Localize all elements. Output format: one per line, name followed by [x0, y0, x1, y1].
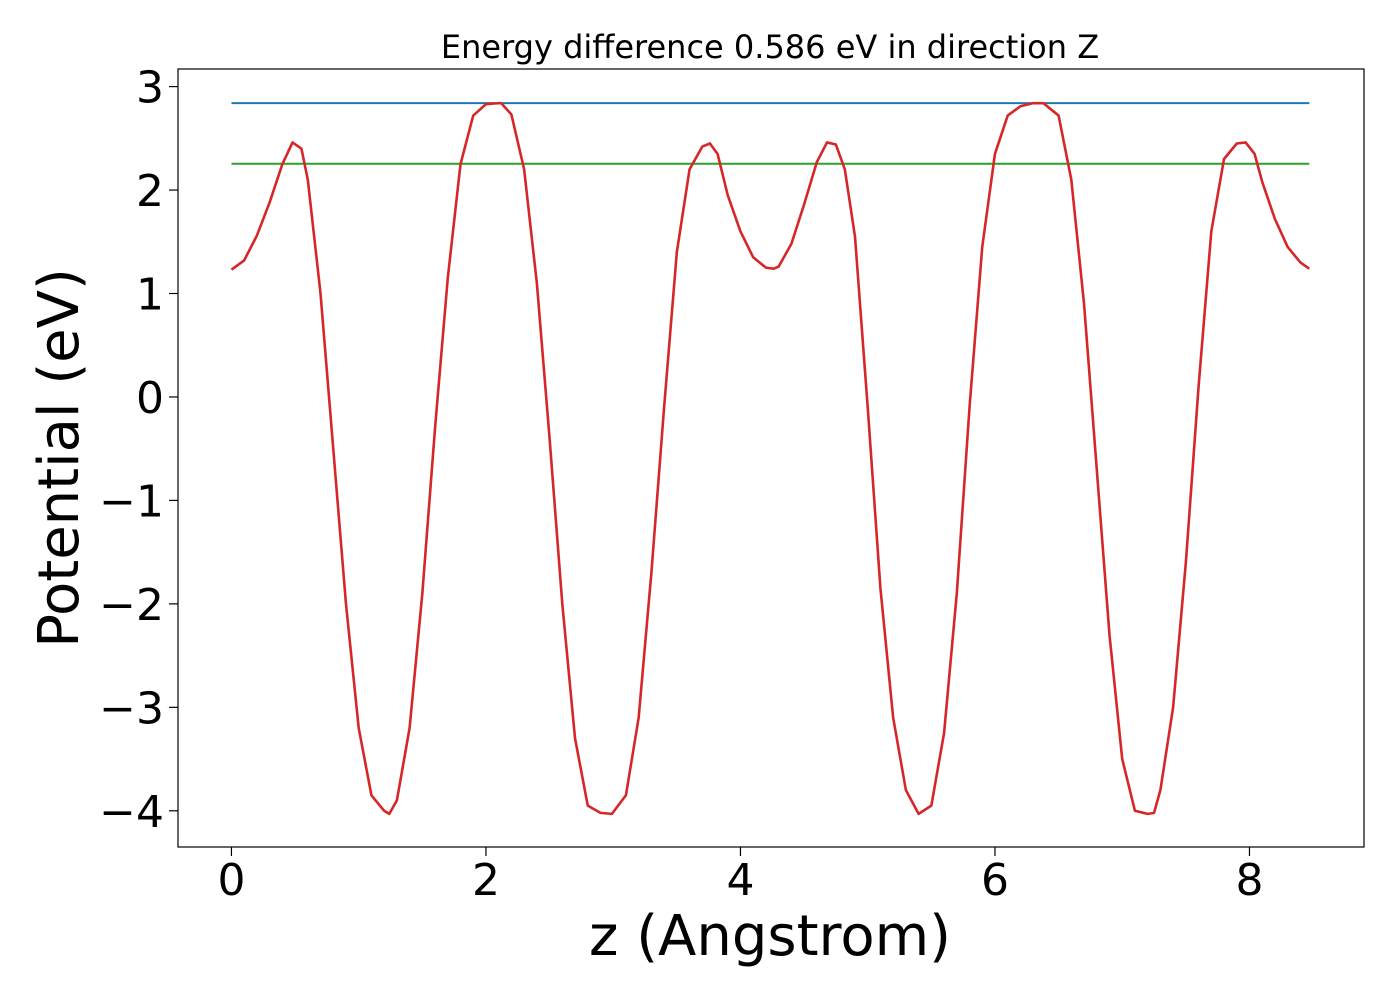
- y-tick-label: 2: [136, 166, 164, 217]
- x-tick-label: 8: [1235, 855, 1263, 906]
- chart-title: Energy difference 0.586 eV in direction …: [441, 28, 1099, 66]
- y-tick-label: 1: [136, 270, 164, 321]
- x-tick-label: 2: [472, 855, 500, 906]
- series-line-potential: [230, 101, 1311, 816]
- x-axis-title: z (Angstrom): [589, 904, 951, 969]
- y-axis-title: Potential (eV): [27, 268, 92, 648]
- x-tick-label: 6: [981, 855, 1009, 906]
- y-tick-label: −2: [99, 580, 164, 631]
- y-tick-label: −4: [99, 787, 164, 838]
- y-tick-label: 3: [136, 63, 164, 114]
- y-tick-label: 0: [136, 373, 164, 424]
- y-tick-label: −1: [99, 476, 164, 527]
- x-tick-label: 4: [726, 855, 754, 906]
- y-tick-label: −3: [99, 683, 164, 734]
- x-axis-ticks: 0 2 4 6 8: [217, 847, 1263, 906]
- y-axis-ticks: −4 −3 −2 −1 0 1 2 3: [99, 63, 178, 838]
- series-layer: [230, 101, 1311, 816]
- plot-area-frame: [177, 68, 1365, 848]
- x-tick-label: 0: [217, 855, 245, 906]
